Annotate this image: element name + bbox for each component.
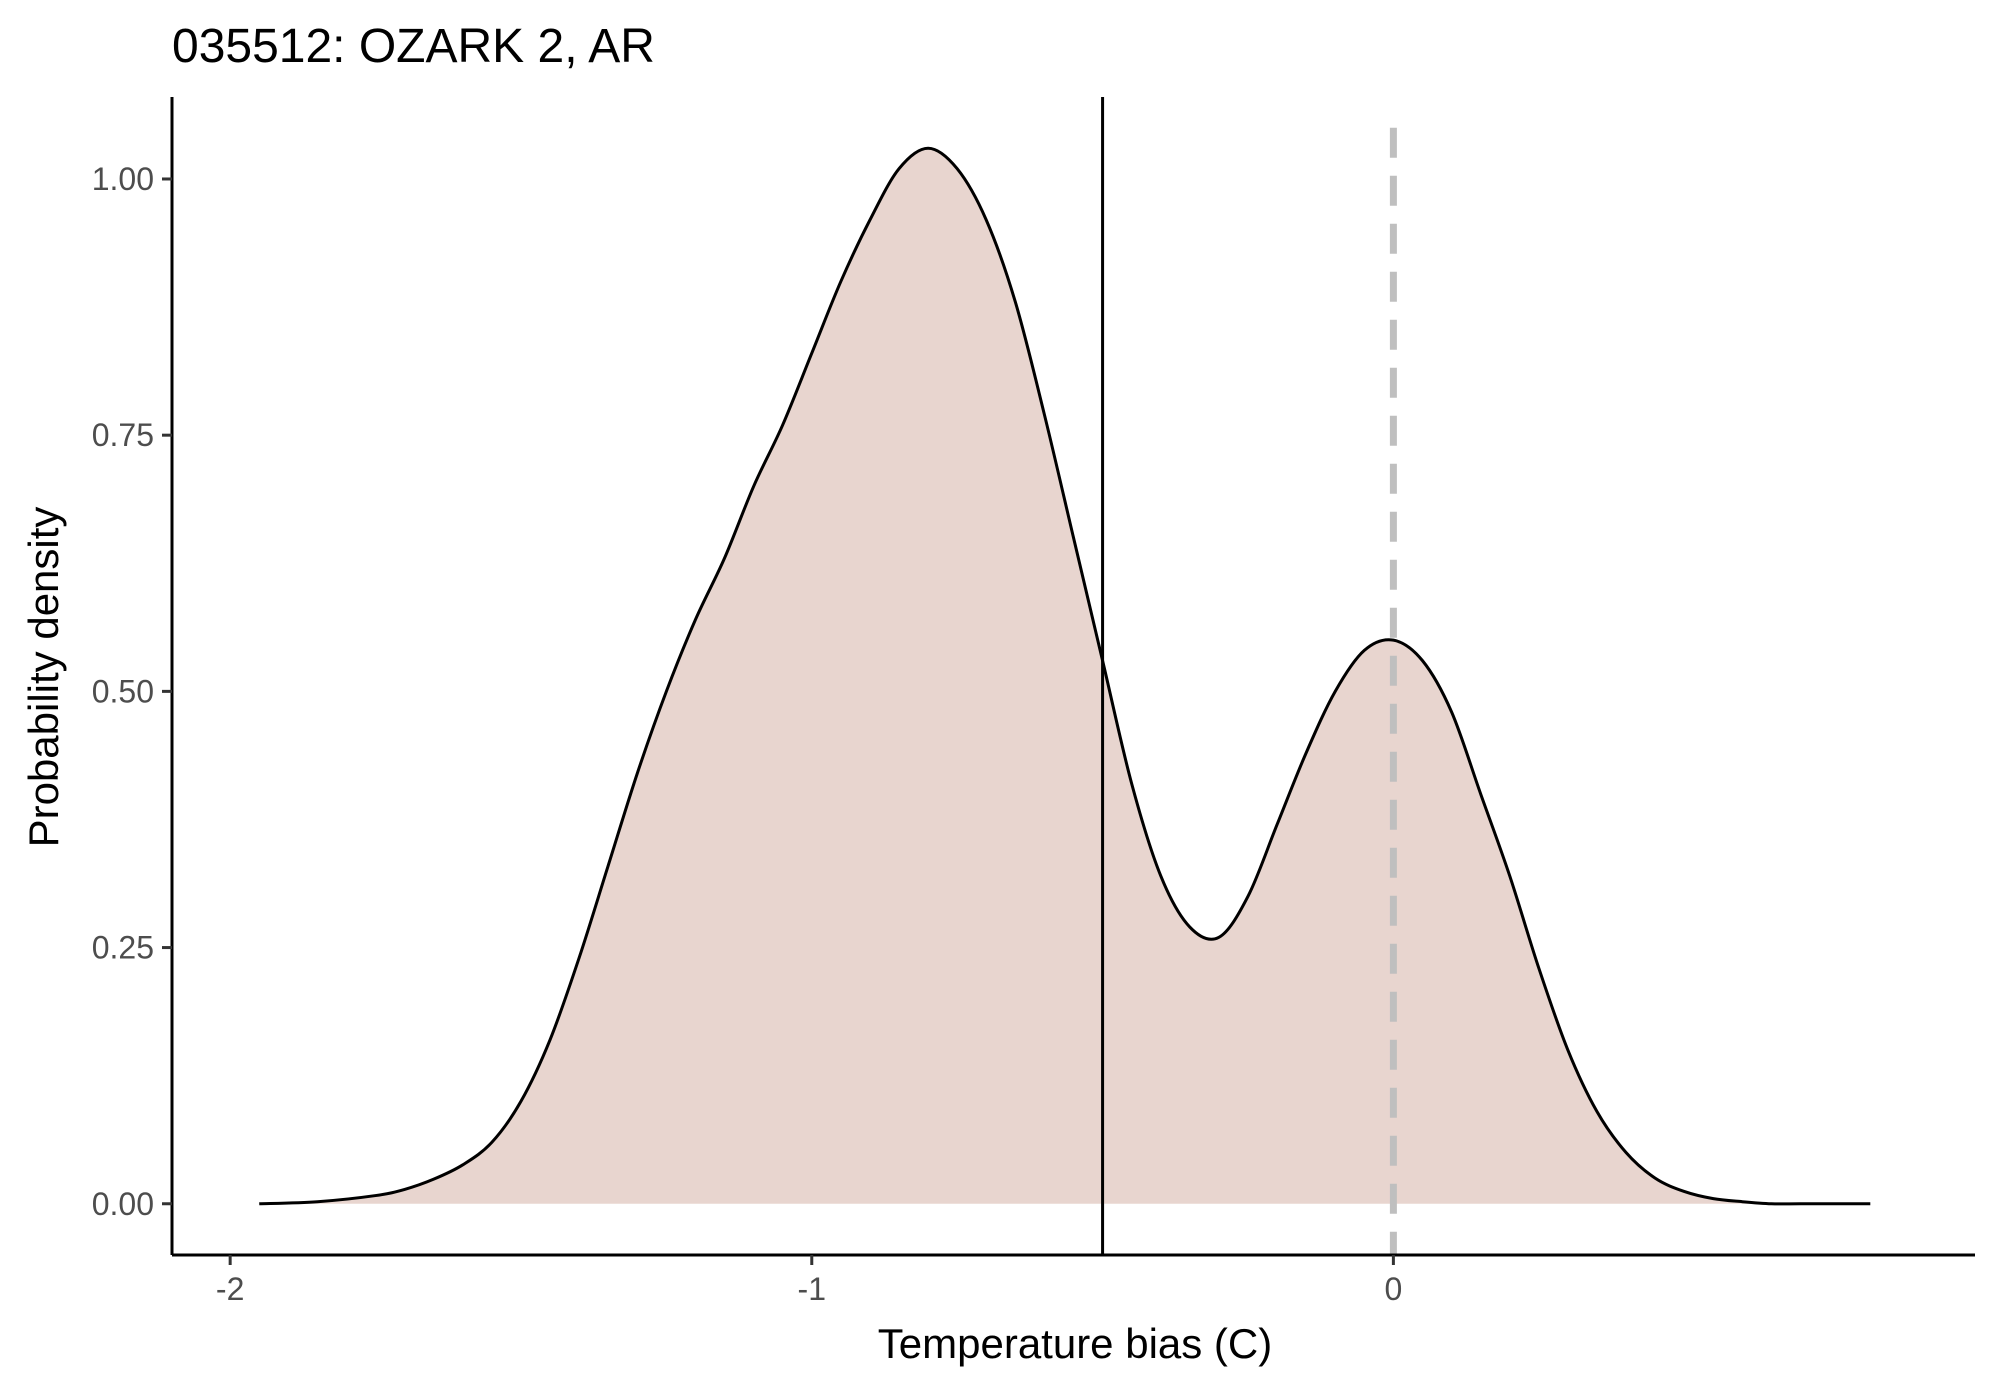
y-tick-label: 1.00 — [92, 161, 154, 197]
y-tick-label: 0.00 — [92, 1186, 154, 1222]
y-tick-label: 0.75 — [92, 417, 154, 453]
density-curve-line — [259, 146, 1871, 1206]
x-tick-label: -2 — [216, 1271, 244, 1307]
y-tick-label: 0.50 — [92, 673, 154, 709]
x-tick-label: 0 — [1384, 1271, 1402, 1307]
x-axis-label: Temperature bias (C) — [878, 1320, 1272, 1367]
chart-title: 035512: OZARK 2, AR — [172, 20, 655, 73]
y-axis-label: Probability density — [20, 507, 67, 848]
x-tick-label: -1 — [798, 1271, 826, 1307]
density-area-fill — [259, 148, 1871, 1204]
plot-area: 0.00 0.25 0.50 0.75 1.00 -2 -1 0 — [92, 97, 1975, 1307]
y-tick-label: 0.25 — [92, 930, 154, 966]
